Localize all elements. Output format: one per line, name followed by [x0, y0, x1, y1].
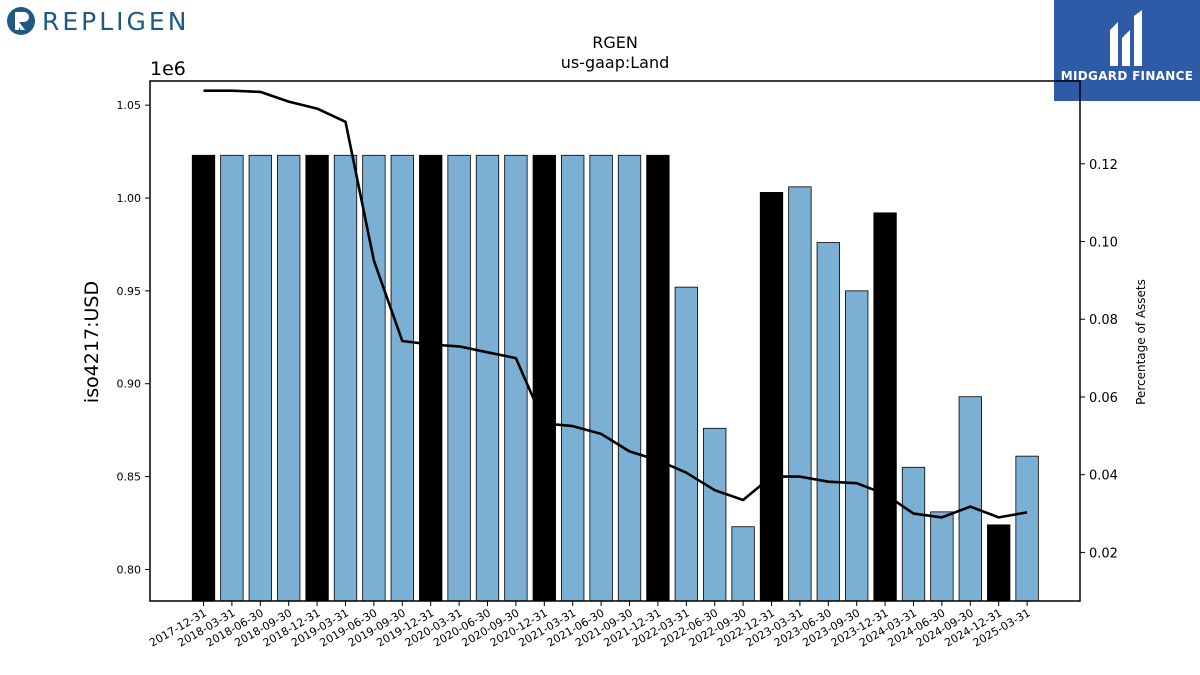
- bar-2021-03-31: [561, 154, 585, 602]
- y2-tick-label: 0.08: [1089, 313, 1118, 328]
- repligen-mark-icon: [7, 7, 35, 35]
- bar-2018-09-30: [277, 154, 301, 602]
- y2-tick-label: 0.04: [1089, 469, 1118, 484]
- chart-title: RGEN: [592, 33, 638, 52]
- midgard-finance-logo: MIDGARD FINANCE: [1054, 0, 1200, 101]
- midgard-mark-icon: [1110, 10, 1142, 66]
- bar-2018-03-31: [220, 154, 244, 602]
- left-axis-ticks: 0.80 0.85 0.90 0.95 1.00 1.05: [117, 99, 150, 576]
- bar-2023-06-30: [816, 242, 840, 602]
- bar-2021-09-30: [617, 154, 642, 602]
- y-tick-label: 0.90: [117, 378, 142, 391]
- y-tick-label: 1.00: [117, 192, 142, 205]
- bar-2018-06-30: [248, 154, 272, 602]
- y2-tick-label: 0.02: [1089, 546, 1118, 561]
- bar-2020-03-31: [447, 154, 471, 602]
- bar-2017-12-31: [191, 154, 216, 602]
- bar-2019-12-31: [419, 154, 443, 602]
- bar-2023-03-31: [788, 186, 812, 602]
- y-tick-label: 0.80: [117, 563, 142, 576]
- chart-subtitle: us-gaap:Land: [561, 53, 670, 72]
- bar-2021-12-31: [646, 154, 670, 602]
- y-scale-label: 1e6: [150, 58, 186, 80]
- y2-tick-label: 0.06: [1089, 391, 1118, 406]
- y2-tick-label: 0.12: [1089, 158, 1118, 173]
- bar-2019-09-30: [390, 154, 414, 602]
- bar-2020-06-30: [475, 154, 500, 602]
- bar-group: [191, 154, 1039, 602]
- plot-frame: [149, 80, 1081, 602]
- bar-2019-03-31: [333, 154, 358, 602]
- bar-2021-06-30: [589, 154, 613, 602]
- y-axis-label: iso4217:USD: [81, 281, 103, 403]
- bar-2024-06-30: [930, 511, 954, 602]
- bar-2022-09-30: [731, 526, 755, 602]
- bar-2024-03-31: [901, 466, 926, 602]
- y2-axis-label: Percentage of Assets: [1134, 279, 1148, 405]
- bar-2020-12-31: [532, 154, 556, 602]
- repligen-logo: REPLIGEN: [6, 4, 189, 38]
- bar-2024-12-31: [987, 524, 1011, 602]
- y-tick-label: 0.95: [117, 285, 142, 298]
- right-axis-ticks: 0.02 0.04 0.06 0.08 0.10 0.12: [1080, 158, 1118, 561]
- x-axis-ticks: 2017-12-312018-03-312018-06-302018-09-30…: [147, 601, 1033, 650]
- bar-2025-03-31: [1015, 455, 1039, 602]
- y2-tick-label: 0.10: [1089, 236, 1118, 251]
- bar-2022-12-31: [759, 192, 784, 602]
- bar-2022-06-30: [703, 427, 727, 602]
- bar-2023-12-31: [873, 212, 897, 602]
- y-tick-label: 0.85: [117, 471, 142, 484]
- bar-2024-09-30: [958, 396, 982, 602]
- bar-2022-03-31: [674, 286, 698, 602]
- repligen-logo-text: REPLIGEN: [42, 6, 190, 36]
- percentage-line-group: [203, 89, 1028, 519]
- percentage-of-assets-line: [203, 89, 1028, 519]
- y-tick-label: 1.05: [117, 99, 142, 112]
- bar-2023-09-30: [845, 290, 869, 602]
- bar-2018-12-31: [305, 154, 329, 602]
- midgard-finance-logo-text: MIDGARD FINANCE: [1060, 69, 1194, 83]
